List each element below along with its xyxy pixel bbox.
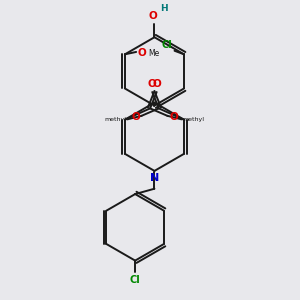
Text: Cl: Cl xyxy=(130,274,140,285)
Text: O: O xyxy=(152,79,161,89)
Text: O: O xyxy=(148,79,157,89)
Text: H: H xyxy=(160,4,167,13)
Text: N: N xyxy=(150,173,159,183)
Text: methyl: methyl xyxy=(182,118,205,122)
Text: Cl: Cl xyxy=(162,40,173,50)
Text: Me: Me xyxy=(148,49,159,58)
Text: methyl: methyl xyxy=(104,118,126,122)
Text: O: O xyxy=(169,112,178,122)
Text: O: O xyxy=(148,11,157,21)
Text: O: O xyxy=(131,112,140,122)
Text: O: O xyxy=(138,48,146,59)
